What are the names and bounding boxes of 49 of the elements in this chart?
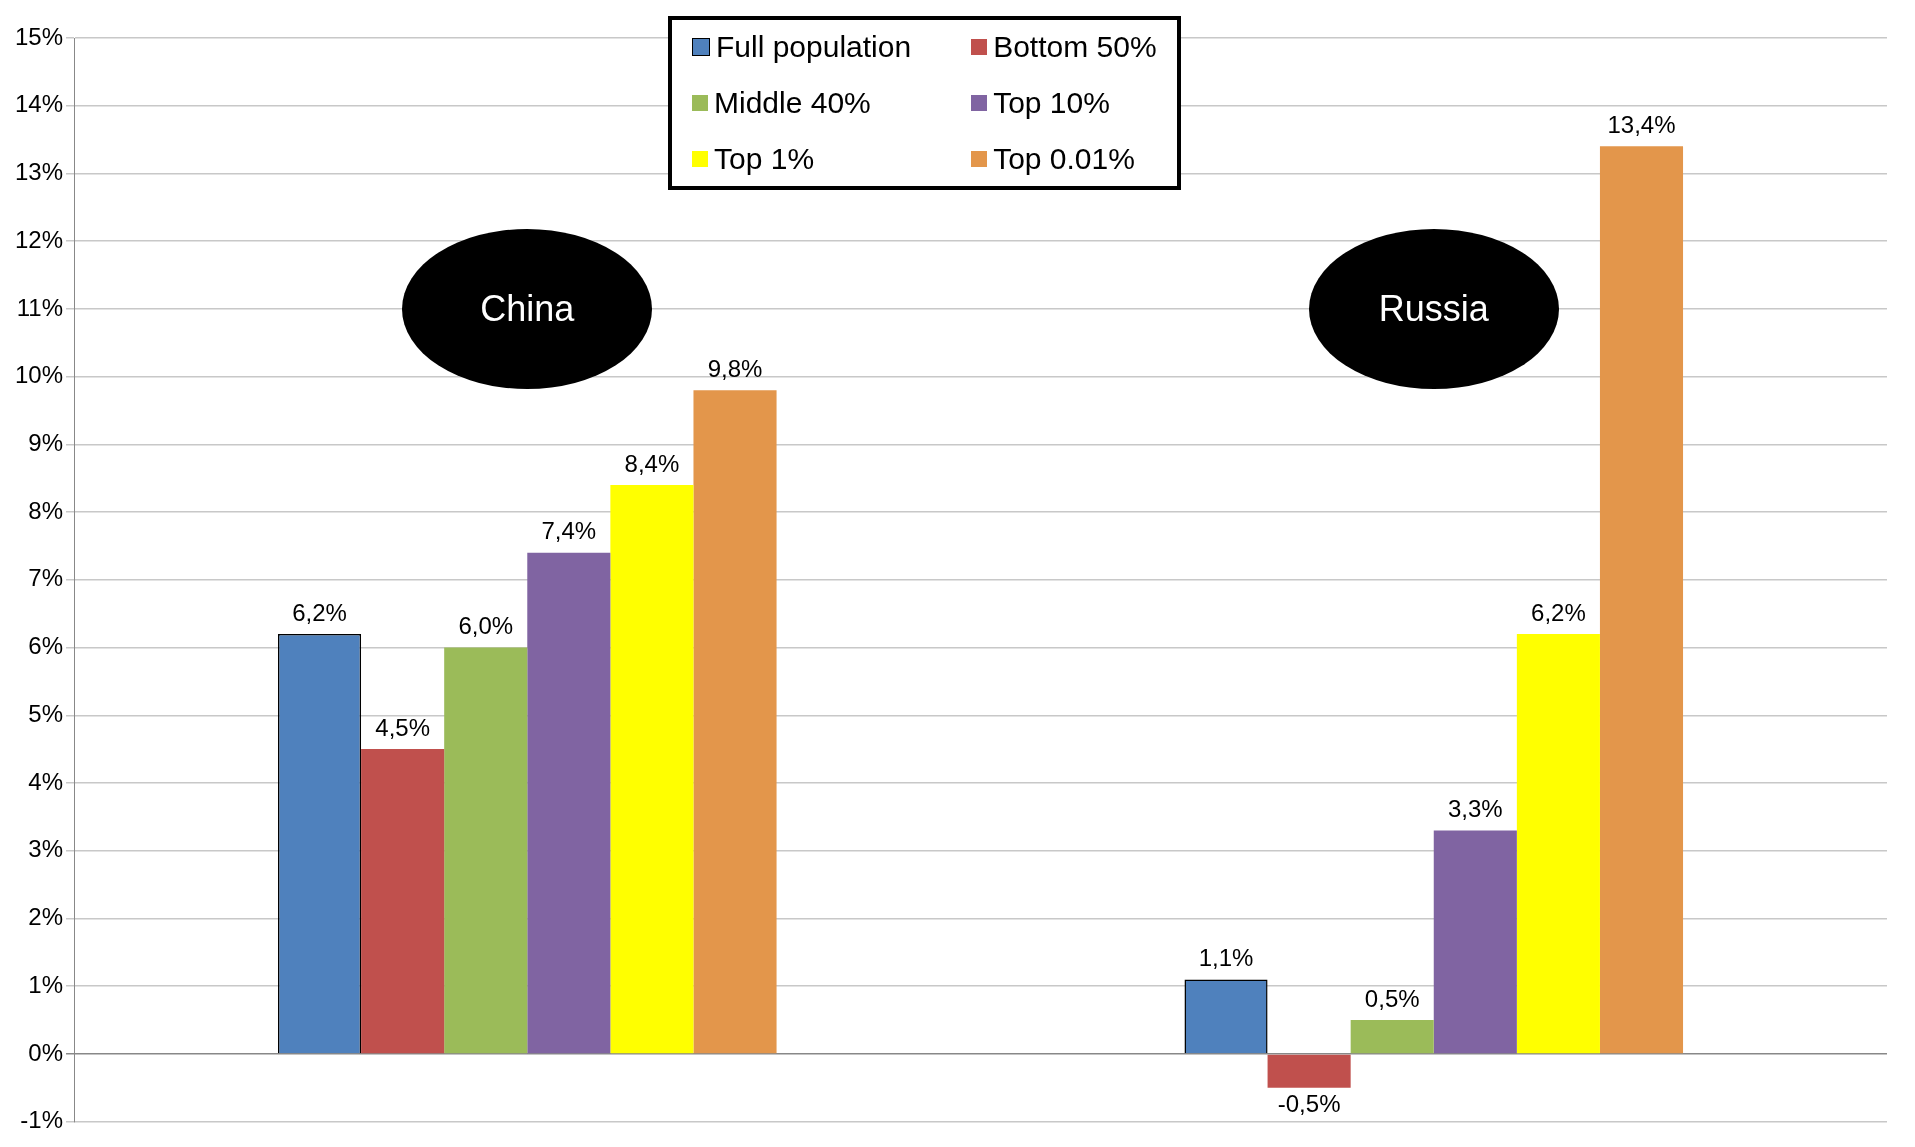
y-tick-label: 6%: [28, 632, 64, 660]
oval: Russia: [1308, 228, 1559, 389]
y-tick-label: 8%: [28, 496, 64, 524]
x-tick-label: China: [480, 287, 575, 330]
y-tick-label: 1%: [28, 970, 64, 998]
y-tick-label: 15%: [14, 22, 64, 50]
y-tick-label: 3%: [28, 835, 64, 863]
legend-label: Top 0.01%: [993, 142, 1135, 176]
oval: China: [402, 228, 653, 389]
data-label: 6,0%: [458, 612, 514, 640]
data-label: 3,3%: [1447, 795, 1503, 823]
data-label: 6,2%: [1531, 598, 1586, 626]
bar: [527, 552, 611, 1054]
data-label: -0,5%: [1277, 1090, 1341, 1118]
data-label: 6,2%: [292, 598, 347, 626]
y-tick-label: 0%: [28, 1038, 64, 1066]
x-tick-label: Russia: [1378, 287, 1489, 330]
y-tick-label: 12%: [14, 225, 64, 253]
bar: [1350, 1020, 1434, 1054]
legend-label: Full population: [716, 30, 912, 64]
legend-label: Bottom 50%: [993, 30, 1157, 64]
data-label: 0,5%: [1364, 984, 1420, 1012]
bar: [1267, 1054, 1351, 1088]
legend-label: Middle 40%: [714, 86, 871, 120]
data-label: 4,5%: [375, 713, 430, 741]
bar: [693, 390, 777, 1054]
y-tick-label: 4%: [28, 767, 64, 795]
bar: [444, 647, 528, 1054]
legend-label: Top 1%: [714, 142, 815, 176]
legend-label: Top 10%: [993, 86, 1110, 120]
bar: [361, 749, 445, 1054]
y-tick-label: 9%: [28, 428, 64, 456]
data-label: 7,4%: [541, 517, 597, 545]
bar: [1433, 830, 1517, 1054]
bar: [1516, 633, 1600, 1054]
bar: [610, 484, 694, 1054]
data-label: 13,4%: [1607, 110, 1676, 138]
data-label: 9,8%: [707, 354, 763, 382]
data-label: 8,4%: [624, 449, 680, 477]
y-tick-label: 11%: [16, 293, 64, 321]
bar: [1599, 146, 1684, 1054]
y-tick-label: 13%: [14, 158, 64, 186]
y-tick-label: 5%: [28, 699, 64, 727]
data-label: 1,1%: [1198, 944, 1254, 971]
y-tick-label: 10%: [14, 361, 64, 389]
y-tick-label: 14%: [14, 90, 64, 118]
y-tick-label: -1%: [20, 1106, 64, 1134]
y-tick-label: 2%: [28, 903, 64, 931]
y-tick-label: 7%: [28, 564, 64, 592]
